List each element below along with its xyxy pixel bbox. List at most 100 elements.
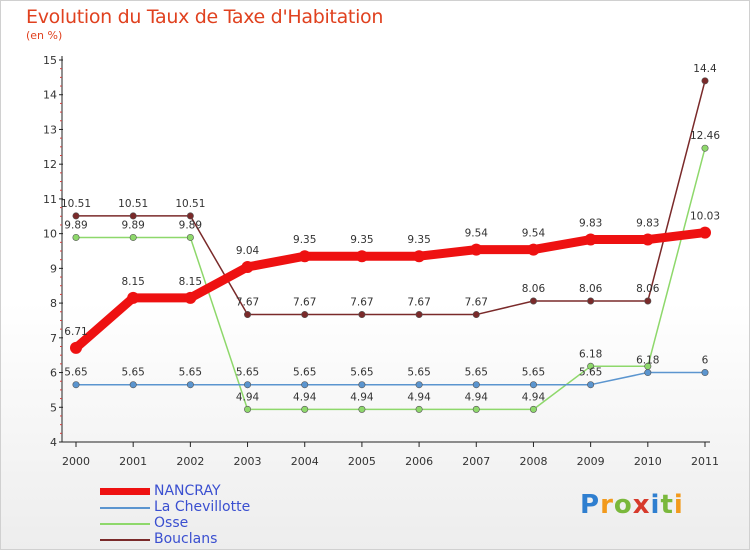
data-label: 10.51 [118,198,148,210]
data-point [701,144,709,152]
data-point [472,405,480,413]
data-label: 4.94 [236,391,260,403]
data-label: 5.65 [179,367,202,379]
data-point [355,250,368,263]
x-tick-label: 2010 [634,455,662,468]
data-point [644,297,652,305]
data-label: 5.65 [64,367,87,379]
legend-label-osse: Osse [154,515,189,531]
data-point [587,381,595,389]
data-point [699,226,711,239]
data-label: 4.94 [293,391,317,403]
data-point [129,233,137,241]
data-label: 7.67 [293,297,316,309]
chart-unit: (en %) [26,29,63,42]
y-tick-label: 14 [43,89,57,102]
data-label: 5.65 [350,367,373,379]
x-tick-label: 2011 [691,455,719,468]
data-label: 4.94 [522,391,546,403]
data-label: 9.35 [350,234,373,246]
data-label: 5.65 [293,367,316,379]
y-tick-label: 12 [43,158,57,171]
data-label: 6.18 [579,348,602,360]
data-label: 8.15 [121,276,144,288]
x-tick-label: 2008 [519,455,547,468]
data-point [186,212,194,220]
data-label: 9.35 [293,234,316,246]
legend-swatch-osse [100,523,150,525]
x-tick-label: 2003 [234,455,262,468]
data-point [244,381,252,389]
y-tick-label: 13 [43,123,57,136]
data-point [301,381,309,389]
data-point [415,381,423,389]
data-label: 8.15 [179,276,202,288]
data-point [129,212,137,220]
data-point [529,381,537,389]
data-label: 5.65 [522,367,545,379]
data-label: 9.04 [236,245,260,257]
data-point [527,243,540,256]
data-point [641,233,654,246]
data-label: 10.51 [61,198,91,210]
data-point [129,381,137,389]
logo-letter: i [673,490,684,520]
series-line-bouclans [75,80,706,316]
legend-label-la-chevillotte: La Chevillotte [154,499,251,515]
data-label: 9.54 [465,228,489,240]
data-label: 7.67 [465,297,488,309]
legend-swatch-bouclans [100,539,150,541]
data-label: 10.51 [175,198,205,210]
legend-swatch-nancray [100,488,150,495]
data-point [587,362,595,370]
data-point [358,311,366,319]
data-label: 9.54 [522,228,546,240]
y-tick-label: 7 [50,332,57,345]
data-label: 4.94 [407,391,431,403]
data-label: 5.65 [465,367,488,379]
data-point [472,311,480,319]
logo-letter: r [600,490,614,520]
legend-item-osse: Osse [100,515,360,532]
data-point [72,212,80,220]
data-label: 6.18 [636,355,659,367]
legend-item-bouclans: Bouclans [100,531,360,548]
legend-item-nancray: NANCRAY [100,483,360,500]
y-tick-label: 9 [50,262,57,275]
legend-item-la-chevillotte: La Chevillotte [100,499,360,516]
data-point [70,341,82,354]
data-point [415,405,423,413]
data-point [472,381,480,389]
data-point [470,243,483,256]
x-tick-label: 2006 [405,455,433,468]
data-label: 4.94 [350,391,374,403]
data-point [72,233,80,241]
data-point [298,250,311,263]
legend-swatch-la-chevillotte [100,507,150,509]
x-tick-label: 2005 [348,455,376,468]
data-point [244,405,252,413]
data-point [644,369,652,377]
data-label: 9.89 [121,219,144,231]
logo-letter: x [632,490,651,520]
data-label: 10.03 [690,211,720,223]
data-point [184,291,197,304]
x-tick-label: 2001 [119,455,147,468]
y-tick-label: 11 [43,193,57,206]
data-label: 12.46 [690,130,720,142]
x-tick-label: 2009 [577,455,605,468]
data-label: 5.65 [121,367,144,379]
data-label: 14.4 [693,63,717,75]
data-label: 8.06 [636,283,660,295]
x-tick-label: 2004 [291,455,319,468]
data-label: 5.65 [236,367,259,379]
data-label: 6 [702,355,709,367]
legend-label-bouclans: Bouclans [154,531,218,547]
logo-letter: t [660,490,674,520]
data-label: 6.71 [64,326,87,338]
data-point [244,311,252,319]
data-label: 7.67 [350,297,373,309]
y-tick-label: 4 [50,436,57,449]
